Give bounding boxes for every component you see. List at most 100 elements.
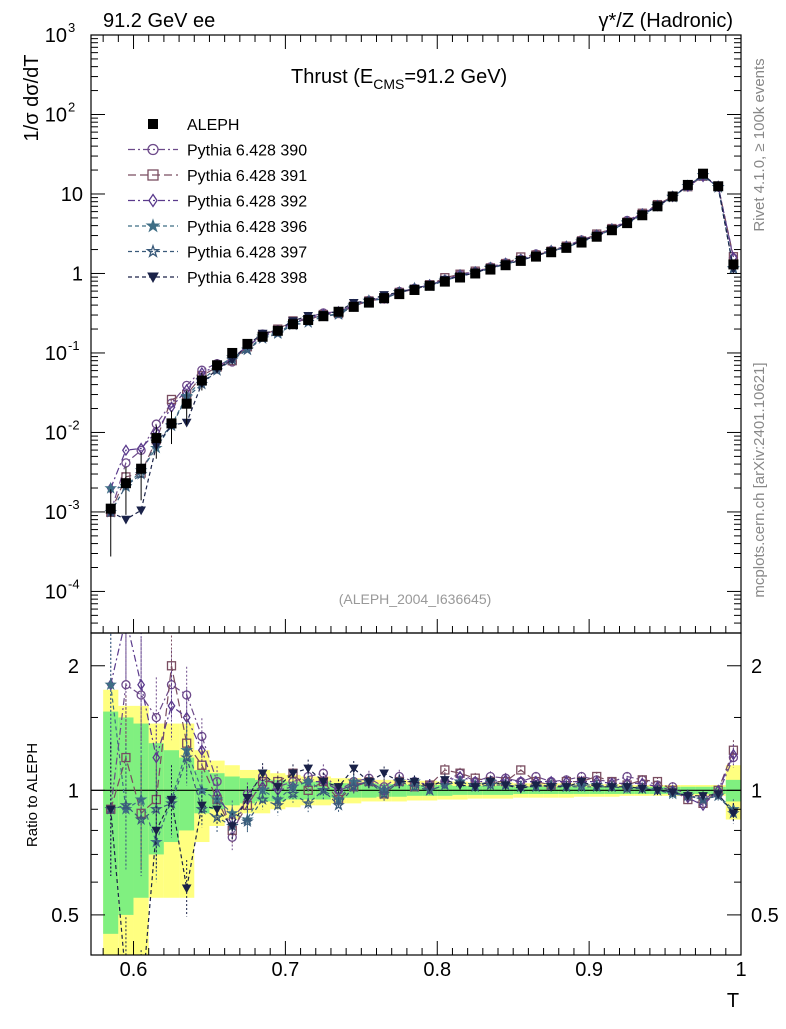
ratio-marker-5-9 [242, 793, 253, 803]
ratio-marker-1-2 [136, 808, 146, 818]
legend-marker-0 [147, 143, 159, 156]
y-axis-label: 1/σ dσ/dT [21, 55, 43, 142]
ratio-marker-5-24 [470, 783, 481, 792]
ratio-marker-5-0 [105, 805, 116, 815]
ratio-marker-5-30 [561, 783, 572, 792]
ratio-marker-2-4 [167, 699, 176, 712]
data-point-17 [363, 297, 374, 308]
data-point-40 [713, 181, 724, 192]
ratio-marker-2-3 [152, 751, 161, 764]
ratio-tick-label-left-1: 1 [68, 780, 79, 802]
ratio-marker-5-13 [303, 764, 314, 774]
data-point-30 [561, 242, 572, 253]
main-marker-0-1 [121, 458, 131, 468]
ratio-marker-5-21 [424, 783, 435, 792]
data-point-27 [515, 255, 526, 266]
data-point-3 [151, 433, 162, 444]
ratio-marker-2-39 [699, 799, 708, 812]
ratio-marker-3-13 [301, 774, 315, 787]
ratio-marker-3-0 [104, 678, 117, 691]
chart-title: Thrust (ECMS=91.2 GeV) [291, 66, 507, 92]
ratio-marker-4-1 [119, 798, 133, 811]
y-tick-label-0: 10 [45, 581, 67, 603]
ratio-marker-2-6 [197, 744, 206, 757]
data-point-18 [379, 293, 390, 304]
ratio-marker-5-20 [409, 777, 420, 787]
ratio-marker-5-40 [713, 790, 724, 799]
ratio-tick-label-left-0: 0.5 [51, 905, 79, 927]
x-tick-label-0: 0.6 [120, 959, 148, 981]
ratio-frame [90, 632, 742, 956]
ratio-bands [103, 689, 741, 955]
y-tick-label-3: 10 [45, 343, 67, 365]
main-marker-2-1 [121, 444, 130, 457]
data-point-5 [181, 398, 192, 409]
legend-label-0: Pythia 6.428 390 [187, 143, 307, 160]
data-point-2 [136, 463, 147, 474]
data-point-1 [120, 478, 131, 489]
ratio-marker-4-10 [256, 792, 269, 806]
ratio-marker-5-39 [698, 792, 708, 801]
ratio-marker-5-18 [379, 769, 389, 779]
ratio-marker-0-2 [136, 690, 146, 700]
ratio-marker-5-22 [440, 776, 450, 785]
main-line-5 [110, 173, 734, 521]
y-tick-label-1: 10 [45, 502, 67, 524]
ratio-marker-4-6 [195, 802, 209, 815]
y-tick-label-6: 10 [45, 104, 67, 126]
ratio-marker-4-14 [317, 783, 330, 796]
ratio-marker-4-31 [575, 780, 588, 793]
title-sub: CMS [373, 76, 404, 92]
ratio-tick-label-right-2: 2 [751, 656, 762, 678]
data-point-9 [242, 338, 253, 349]
data-point-7 [212, 360, 223, 371]
data-point-15 [333, 306, 344, 317]
ratio-marker-4-25 [484, 778, 497, 791]
legend-marker-5 [147, 272, 159, 284]
data-point-24 [470, 268, 481, 279]
axes-ticks [91, 34, 742, 955]
ratio-marker-5-31 [576, 777, 587, 787]
ratio-marker-5-41 [728, 809, 739, 819]
y-tick-sup-7: 3 [68, 20, 75, 35]
ratio-tick-label-right-1: 1 [751, 780, 762, 802]
ratio-marker-4-12 [286, 787, 300, 800]
data-point-20 [409, 284, 420, 295]
data-point-34 [622, 218, 633, 229]
legend-marker-2 [148, 193, 158, 208]
legend-marker-1 [147, 169, 159, 181]
ratio-marker-0-1 [121, 680, 131, 690]
data-point-33 [606, 225, 617, 236]
data-point-13 [303, 314, 314, 325]
data-point-8 [227, 347, 238, 358]
data-point-0 [105, 503, 116, 514]
ratio-marker-5-26 [500, 781, 511, 791]
ratio-marker-1-27 [516, 765, 526, 775]
ratio-marker-5-33 [607, 783, 617, 792]
ratio-marker-2-41 [729, 748, 738, 761]
header-left: 91.2 GeV ee [103, 10, 215, 32]
ratio-marker-4-2 [134, 812, 148, 826]
ratio-tick-label-right-0: 0.5 [751, 905, 779, 927]
ratio-marker-4-4 [165, 796, 178, 809]
ratio-marker-4-16 [347, 780, 361, 793]
ratio-marker-5-4 [166, 795, 177, 805]
ratio-marker-5-8 [227, 822, 238, 832]
title-post: =91.2 GeV) [404, 66, 507, 88]
ratio-marker-5-16 [348, 764, 359, 774]
ratio-marker-4-21 [423, 783, 436, 796]
legend-label-2: Pythia 6.428 392 [187, 194, 307, 211]
y-tick-sup-2: -2 [68, 417, 80, 432]
ratio-axis-label: Ratio to ALEPH [24, 743, 41, 847]
data-point-23 [455, 272, 466, 283]
data-point-37 [667, 191, 678, 202]
legend-marker-3 [145, 218, 161, 233]
title-pre: Thrust (E [291, 66, 373, 88]
ratio-marker-5-27 [515, 784, 526, 794]
ratio-marker-4-22 [438, 778, 452, 791]
ratio-marker-5-11 [272, 783, 283, 792]
legend-marker-4 [145, 243, 161, 258]
side-text-rivet: Rivet 4.1.0, ≥ 100k events [751, 58, 768, 231]
